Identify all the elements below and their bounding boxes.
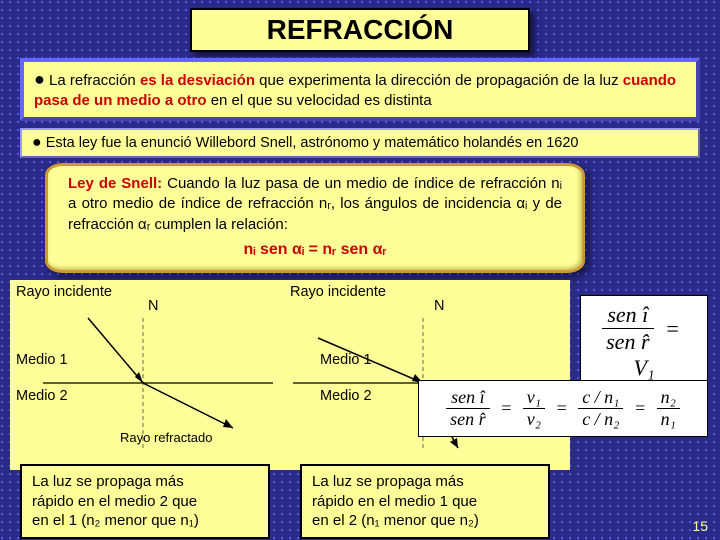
left-ray-out: Rayo refractado [120,430,213,445]
right-normal: N [434,298,444,314]
f2-den: sen r̂ [446,409,490,430]
title-box: REFRACCIÓN [190,8,530,52]
f1-num: sen î [602,302,653,329]
right-medium2: Medio 2 [320,388,372,404]
caption-right: La luz se propaga más rápido en el medio… [300,464,550,539]
def-prefix: La refracción [49,72,140,89]
right-medium1: Medio 1 [320,352,372,368]
caption-left: La luz se propaga más rápido en el medio… [20,464,270,539]
cap-right-l3: en el 2 (n₁ menor que n₂) [312,511,538,531]
f2-r1num: c / n₁ [578,387,623,409]
definition-box: ● La refracción es la desviación que exp… [20,58,700,121]
cap-right-l2: rápido en el medio 1 que [312,492,538,512]
f2-num: sen î [446,387,490,409]
f2-mden: v₂ [523,409,545,430]
f2-r1den: c / n₂ [578,409,623,430]
formula-box-2: sen î sen r̂ = v₁ v₂ = c / n₁ c / n₂ = n… [418,380,708,437]
refraction-diagram [18,288,568,468]
left-medium2: Medio 2 [16,388,68,404]
page-number: 15 [692,518,708,534]
f2-r2num: n₂ [657,387,680,409]
f2-mnum: v₁ [523,387,545,409]
f1-den: sen r̂ [602,329,653,355]
law-lead: Ley de Snell: [68,175,162,192]
cap-left-l2: rápido en el medio 2 que [32,492,258,512]
law-formula: nᵢ sen αᵢ = nᵣ sen αᵣ [244,241,387,258]
f1-rnum: V₁ [629,355,658,382]
left-normal: N [148,298,158,314]
def-red1: es la desviación [140,72,255,89]
diagram-area: Rayo incidente N Medio 1 Medio 2 Rayo re… [10,280,570,470]
page-title: REFRACCIÓN [267,14,454,45]
cap-right-l1: La luz se propaga más [312,472,538,492]
def-mid: que experimenta la dirección de propagac… [255,72,623,89]
right-ray-in: Rayo incidente [290,284,386,300]
snell-law-box: Ley de Snell: Cuando la luz pasa de un m… [45,163,585,273]
left-medium1: Medio 1 [16,352,68,368]
cap-left-l3: en el 1 (n₂ menor que n₁) [32,511,258,531]
snell-history-box: ● Esta ley fue la enunció Willebord Snel… [20,128,700,158]
left-ray-in: Rayo incidente [16,284,112,300]
cap-left-l1: La luz se propaga más [32,472,258,492]
snell-history: Esta ley fue la enunció Willebord Snell,… [46,135,579,151]
f2-r2den: n₁ [657,409,680,430]
def-suffix: en el que su velocidad es distinta [207,92,432,109]
